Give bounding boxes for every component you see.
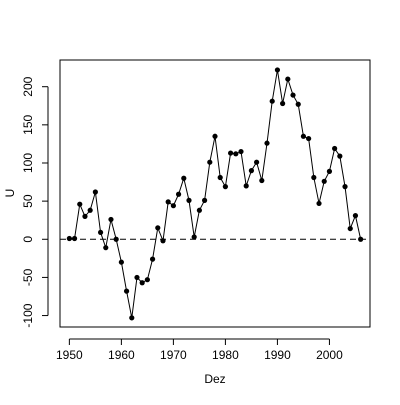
data-point bbox=[233, 151, 239, 157]
data-point bbox=[144, 277, 150, 283]
y-tick-label: 50 bbox=[21, 194, 35, 208]
y-tick-label: 150 bbox=[21, 115, 35, 135]
x-tick-label: 2000 bbox=[316, 348, 343, 362]
x-axis-label: Dez bbox=[204, 372, 225, 386]
data-point bbox=[71, 235, 78, 242]
data-point bbox=[134, 274, 140, 281]
data-point bbox=[103, 245, 109, 251]
data-point bbox=[222, 184, 229, 190]
data-point bbox=[342, 184, 348, 190]
data-point bbox=[321, 178, 327, 184]
data-point bbox=[108, 216, 114, 223]
y-tick-label: -100 bbox=[21, 303, 35, 327]
x-tick-label: 1970 bbox=[160, 348, 187, 362]
data-point bbox=[66, 235, 72, 242]
data-point bbox=[228, 150, 234, 156]
data-point bbox=[129, 315, 135, 321]
data-point bbox=[248, 168, 255, 174]
series-line-layer bbox=[69, 69, 362, 318]
data-point bbox=[337, 153, 343, 159]
data-point bbox=[269, 98, 275, 104]
data-point bbox=[274, 67, 281, 73]
data-point bbox=[149, 256, 156, 262]
data-point bbox=[175, 191, 182, 197]
series-points-layer bbox=[66, 67, 364, 321]
data-point bbox=[77, 201, 83, 207]
data-point bbox=[358, 236, 364, 242]
data-point bbox=[243, 183, 249, 189]
data-point bbox=[87, 207, 93, 213]
data-point bbox=[160, 238, 166, 244]
data-point bbox=[113, 236, 119, 242]
y-axis-label: U bbox=[3, 189, 17, 198]
y-tick-label: 200 bbox=[21, 76, 35, 96]
x-tick-label: 1990 bbox=[264, 348, 291, 362]
data-point bbox=[332, 145, 338, 152]
data-point bbox=[165, 199, 171, 205]
data-point bbox=[290, 92, 296, 98]
data-point bbox=[311, 174, 317, 181]
y-tick-label: 100 bbox=[21, 153, 35, 173]
data-point bbox=[264, 140, 270, 146]
x-tick-label: 1980 bbox=[212, 348, 239, 362]
data-point bbox=[201, 197, 208, 203]
data-point bbox=[352, 213, 359, 219]
axes-layer: 1950 1960 1970 1980 1990 2000 -100 -50 0 50 100 150… bbox=[21, 76, 343, 362]
data-point bbox=[92, 189, 98, 195]
data-point bbox=[191, 234, 197, 240]
data-point bbox=[123, 288, 130, 294]
data-point bbox=[285, 76, 291, 82]
data-point bbox=[306, 135, 312, 142]
data-point bbox=[170, 203, 176, 209]
data-point bbox=[97, 229, 104, 236]
data-point bbox=[82, 213, 88, 219]
series-line bbox=[69, 69, 362, 318]
y-tick-label: 0 bbox=[21, 236, 35, 243]
x-tick-label: 1960 bbox=[108, 348, 135, 362]
data-point bbox=[217, 174, 223, 181]
data-point bbox=[118, 259, 124, 265]
data-point bbox=[316, 200, 322, 207]
data-point bbox=[254, 159, 260, 165]
data-point bbox=[259, 177, 265, 184]
y-tick-label: -50 bbox=[21, 268, 35, 286]
data-point bbox=[196, 207, 202, 213]
data-point bbox=[139, 280, 145, 286]
data-point bbox=[326, 168, 333, 174]
data-point bbox=[300, 133, 307, 139]
x-tick-label: 1950 bbox=[56, 348, 83, 362]
data-point bbox=[155, 225, 161, 231]
data-point bbox=[207, 159, 213, 165]
data-point bbox=[347, 225, 353, 232]
data-point bbox=[295, 101, 301, 107]
data-point bbox=[186, 197, 192, 203]
data-point bbox=[212, 133, 218, 139]
data-point bbox=[280, 100, 286, 107]
plot-frame bbox=[59, 59, 371, 328]
data-point bbox=[238, 148, 244, 155]
data-point bbox=[181, 175, 187, 181]
